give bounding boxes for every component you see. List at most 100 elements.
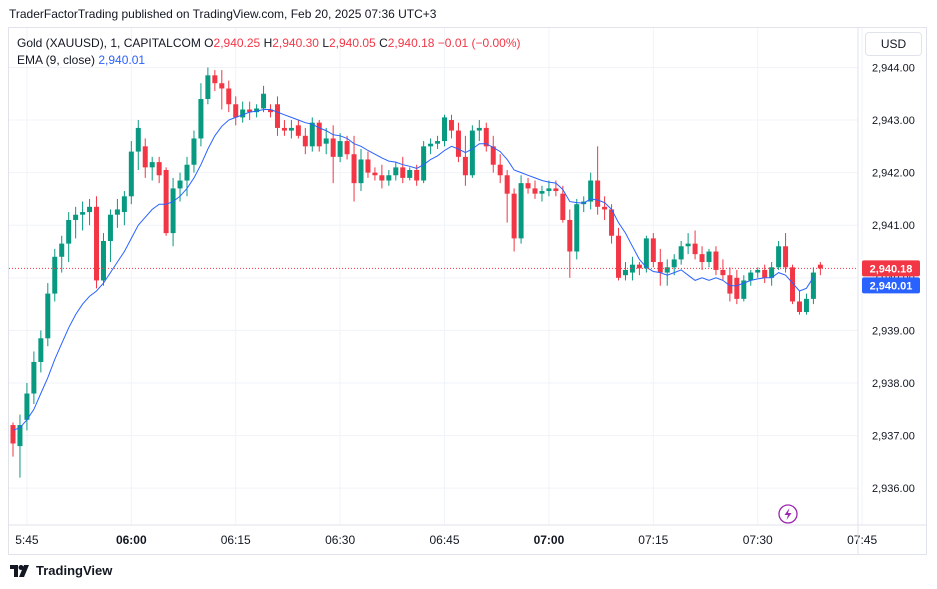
candle-body xyxy=(309,122,315,147)
candle-body xyxy=(553,188,559,192)
candle-body xyxy=(511,193,517,239)
candle-body xyxy=(316,122,322,147)
currency-button[interactable]: USD xyxy=(865,32,922,56)
candle-body xyxy=(762,269,768,278)
ema-value: 2,940.01 xyxy=(98,53,146,67)
candle-body xyxy=(45,293,51,339)
candle-body xyxy=(455,130,461,157)
candle-body xyxy=(435,141,441,144)
candle-body xyxy=(727,275,733,294)
candle-body xyxy=(525,183,531,189)
candle-body xyxy=(351,154,357,184)
close-value: 2,940.18 xyxy=(387,36,435,50)
candle-body xyxy=(741,280,747,299)
candle-body xyxy=(94,206,100,281)
candle-body xyxy=(414,170,420,181)
lightning-icon-glyph xyxy=(784,508,792,520)
candle-body xyxy=(191,138,197,165)
candle-body xyxy=(810,272,816,299)
candle-body xyxy=(288,127,294,131)
candle-body xyxy=(268,109,274,113)
candle-body xyxy=(59,243,65,257)
candle-body xyxy=(602,206,608,210)
x-tick-label: 07:00 xyxy=(534,533,565,547)
candle-body xyxy=(803,298,809,312)
candle-body xyxy=(483,127,489,147)
symbol-label[interactable]: Gold (XAUUSD), 1, CAPITALCOM xyxy=(17,36,201,50)
candle-body xyxy=(261,93,267,109)
candle-body xyxy=(776,246,782,268)
candle-body xyxy=(636,264,642,269)
candle-body xyxy=(358,159,364,184)
candle-body xyxy=(205,75,211,99)
open-label: O xyxy=(204,36,214,50)
candle-body xyxy=(254,108,260,113)
last-price-label-bg xyxy=(862,260,920,277)
candle-body xyxy=(428,143,434,147)
candle-body xyxy=(629,264,635,273)
candle-body xyxy=(247,109,253,113)
candle-body xyxy=(240,109,246,118)
candle-body xyxy=(817,264,823,269)
y-tick-label: 2,939.00 xyxy=(872,325,915,337)
candle-body xyxy=(755,269,761,273)
candle-body xyxy=(532,188,538,194)
candle-body xyxy=(650,238,656,263)
candle-body xyxy=(295,125,301,136)
candle-body xyxy=(678,246,684,260)
candle-body xyxy=(706,251,712,263)
candle-body xyxy=(184,164,190,181)
candle-body xyxy=(796,301,802,312)
candle-body xyxy=(664,267,670,273)
candle-body xyxy=(734,277,740,299)
candle-body xyxy=(156,162,162,176)
candle-body xyxy=(281,127,287,131)
candle-body xyxy=(128,151,134,197)
change-value: −0.01 (−0.00%) xyxy=(437,36,521,50)
candle-body xyxy=(38,338,44,362)
candle-body xyxy=(685,243,691,247)
last-price-label: 2,940.18 xyxy=(870,263,913,275)
candle-body xyxy=(198,99,204,139)
chart-legend: Gold (XAUUSD), 1, CAPITALCOM O2,940.25 H… xyxy=(17,35,521,69)
candle-body xyxy=(149,162,155,168)
tradingview-brand: TradingView xyxy=(10,563,112,578)
high-value: 2,940.30 xyxy=(272,36,319,50)
ema-price-label: 2,940.01 xyxy=(870,280,913,292)
ema-label[interactable]: EMA (9, close) xyxy=(17,53,96,67)
candle-body xyxy=(657,262,663,273)
candle-body xyxy=(713,251,719,270)
candle-body xyxy=(790,267,796,302)
candle-body xyxy=(699,254,705,263)
candle-body xyxy=(574,204,580,252)
candle-body xyxy=(337,141,343,157)
candle-body xyxy=(643,238,649,269)
candle-body xyxy=(114,209,120,215)
candle-body xyxy=(87,206,93,213)
y-tick-label: 2,942.00 xyxy=(872,168,915,180)
candle-body xyxy=(135,127,141,152)
x-tick-label: 06:45 xyxy=(430,533,460,547)
candle-body xyxy=(10,425,16,444)
y-tick-label: 2,936.00 xyxy=(872,483,915,495)
candle-body xyxy=(73,214,79,220)
candle-body xyxy=(448,120,454,131)
candle-body xyxy=(442,117,448,142)
candle-body xyxy=(323,138,329,144)
candle-body xyxy=(616,235,622,278)
candle-body xyxy=(769,267,775,278)
candle-body xyxy=(783,246,789,268)
candle-body xyxy=(219,83,225,89)
candle-body xyxy=(560,193,566,220)
candle-body xyxy=(344,141,350,155)
candle-body xyxy=(386,175,392,181)
publisher-header: TraderFactorTrading published on Trading… xyxy=(9,7,437,21)
candle-body xyxy=(52,256,58,294)
x-tick-label: 07:15 xyxy=(638,533,668,547)
open-value: 2,940.25 xyxy=(213,36,261,50)
candle-body xyxy=(518,183,524,239)
candle-body xyxy=(595,180,601,207)
candle-body xyxy=(365,159,371,173)
candle-body xyxy=(469,130,475,176)
